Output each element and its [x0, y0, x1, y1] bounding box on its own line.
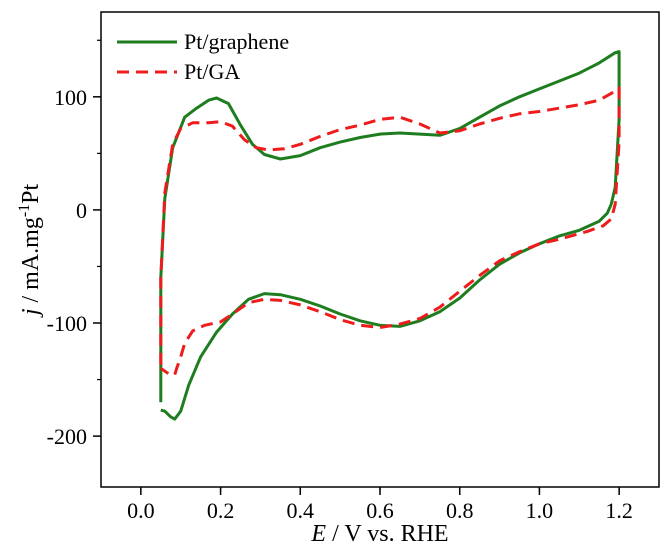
legend-label-pt-graphene: Pt/graphene — [184, 29, 289, 54]
y-axis-label-text: / mA.mg — [18, 217, 44, 308]
y-axis-label-unit: Pt — [18, 183, 44, 203]
y-axis-label: j / mA.mg-1Pt — [16, 183, 44, 318]
x-tick-label: 0.8 — [446, 498, 474, 523]
x-axis-label-text: / V vs. RHE — [326, 521, 448, 547]
x-tick-label: 0.0 — [127, 498, 155, 523]
x-tick-label: 0.2 — [207, 498, 235, 523]
y-axis-label-superscript: -1 — [16, 204, 33, 217]
x-tick-label: 0.4 — [287, 498, 315, 523]
x-tick-label: 1.2 — [605, 498, 633, 523]
y-axis: -200 -100 0 100 — [47, 39, 101, 449]
series-line-pt-ga — [159, 86, 621, 377]
legend: Pt/graphene Pt/GA — [117, 29, 289, 84]
x-axis: 0.0 0.2 0.4 0.6 0.8 1.0 1.2 — [127, 487, 633, 523]
y-tick-label: 100 — [54, 85, 87, 110]
y-tick-label: -200 — [47, 424, 87, 449]
x-axis-label-symbol: E — [310, 521, 326, 547]
y-tick-label: -100 — [47, 311, 87, 336]
series-line-pt-graphene — [159, 50, 621, 421]
x-tick-label: 0.6 — [366, 498, 394, 523]
x-tick-label: 1.0 — [526, 498, 554, 523]
series-layer — [159, 50, 621, 421]
y-tick-label: 0 — [76, 198, 87, 223]
x-axis-label: E / V vs. RHE — [310, 521, 448, 547]
legend-label-pt-ga: Pt/GA — [184, 59, 240, 84]
y-axis-label-symbol: j — [18, 308, 44, 318]
